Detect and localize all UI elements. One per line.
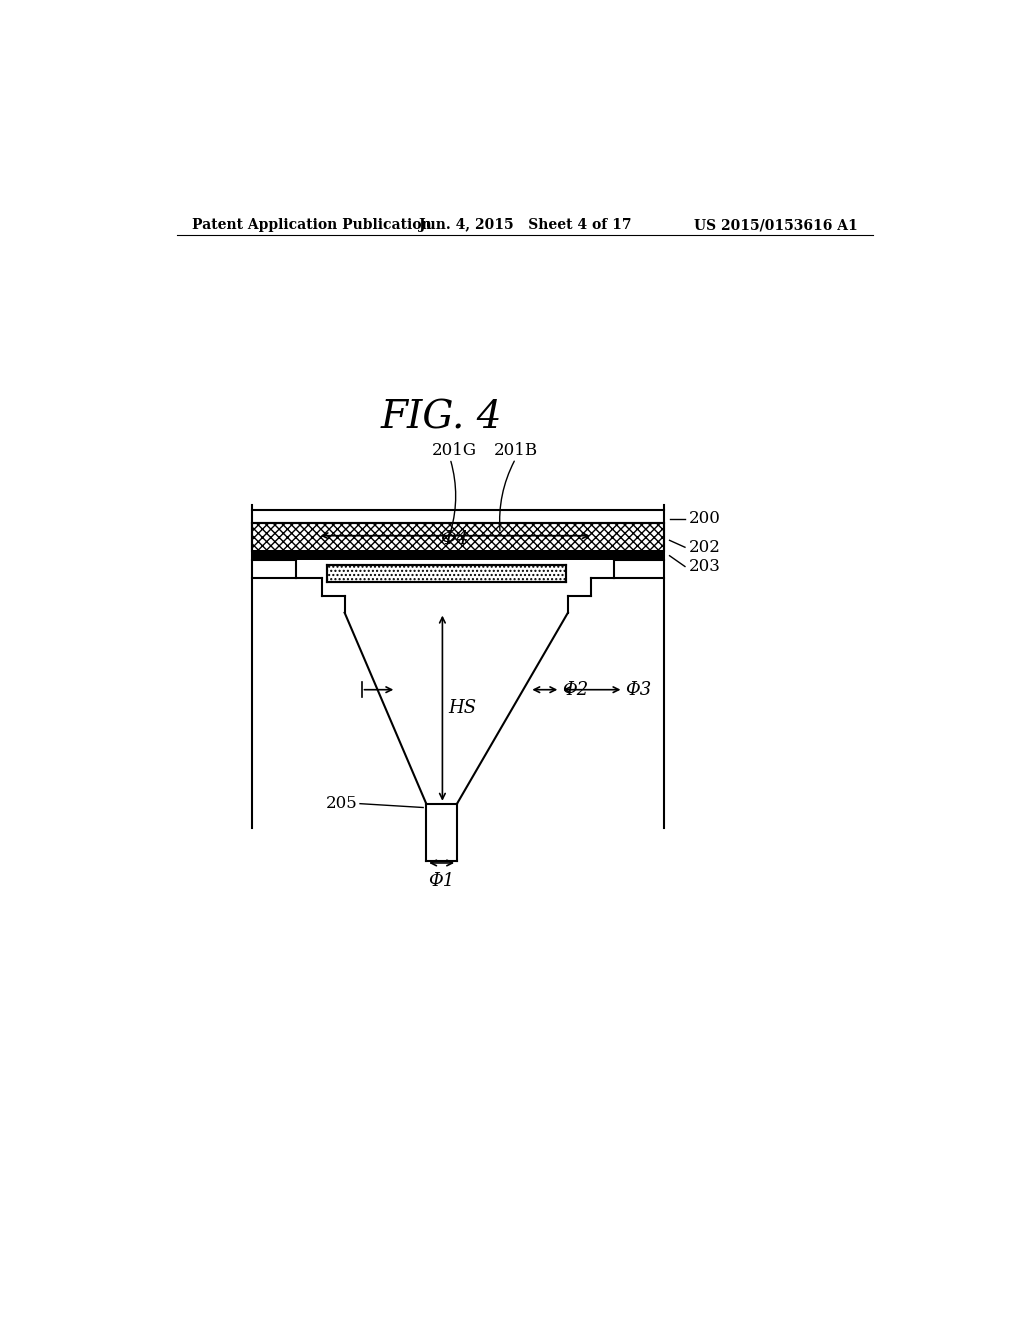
Text: HS: HS [447,700,476,717]
Text: FIG. 4: FIG. 4 [381,400,503,437]
Text: 201G: 201G [431,442,476,459]
Text: Φ2: Φ2 [562,681,589,698]
Bar [252,552,665,561]
Text: 201B: 201B [494,442,538,459]
Text: Patent Application Publication: Patent Application Publication [193,218,432,232]
Text: US 2015/0153616 A1: US 2015/0153616 A1 [693,218,857,232]
Text: Φ4: Φ4 [439,529,468,548]
Text: Φ1: Φ1 [428,873,455,890]
Text: Jun. 4, 2015   Sheet 4 of 17: Jun. 4, 2015 Sheet 4 of 17 [419,218,631,232]
Text: 203: 203 [689,558,721,576]
Bar [252,523,665,552]
Text: Φ3: Φ3 [626,681,652,698]
Text: 205: 205 [326,795,357,812]
Bar [327,565,565,582]
Text: 202: 202 [689,539,721,556]
Text: 200: 200 [689,511,721,527]
